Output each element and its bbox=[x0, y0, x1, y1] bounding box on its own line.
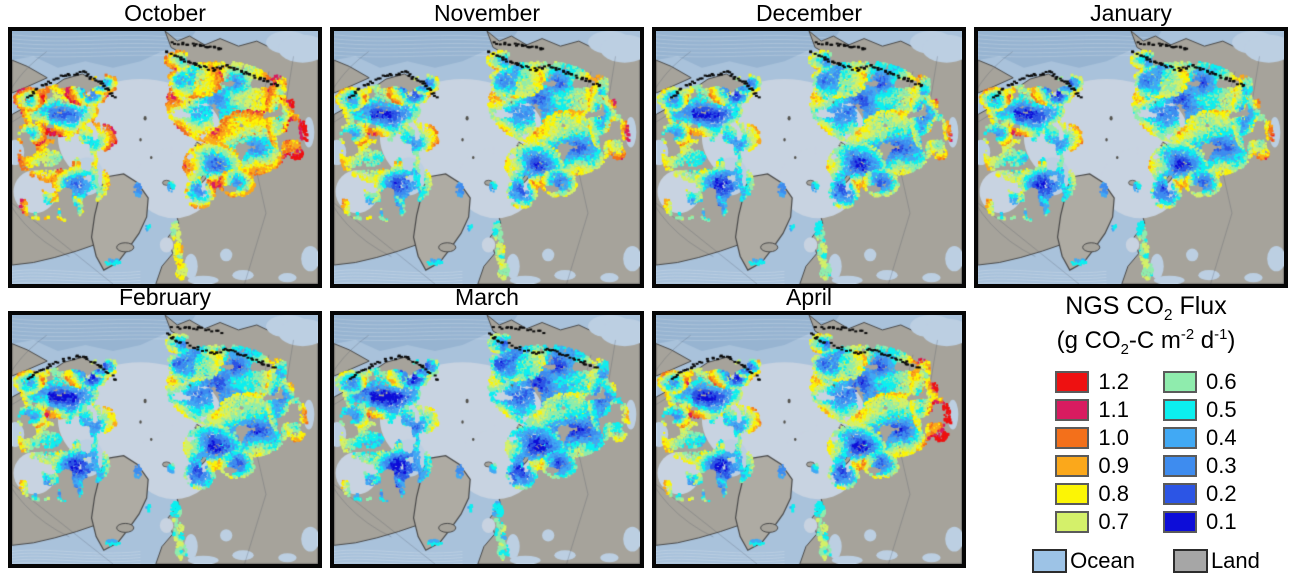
panel-title-october: October bbox=[124, 0, 206, 26]
legend-entry-0p7: 0.7 bbox=[1055, 508, 1129, 534]
panel-title-january: January bbox=[1090, 0, 1172, 26]
map-canvas-february bbox=[12, 315, 318, 564]
value-label: 0.4 bbox=[1206, 424, 1237, 450]
value-label: 1.0 bbox=[1098, 424, 1129, 450]
color-swatch-1p1 bbox=[1055, 398, 1090, 421]
panel-title-december: December bbox=[755, 0, 863, 26]
map-panel-march bbox=[330, 311, 644, 568]
legend-entry-0p6: 0.6 bbox=[1163, 368, 1237, 394]
value-label: 0.7 bbox=[1098, 508, 1129, 534]
map-panel-november bbox=[330, 27, 644, 288]
legend-entry-0p4: 0.4 bbox=[1163, 424, 1237, 450]
legend-title: NGS CO2 Flux bbox=[1065, 292, 1227, 324]
value-label: 0.6 bbox=[1206, 368, 1237, 394]
map-panel-april bbox=[652, 311, 966, 568]
legend-entry-1p2: 1.2 bbox=[1055, 368, 1129, 394]
map-panel-january bbox=[974, 27, 1288, 288]
color-swatch-1p2 bbox=[1055, 370, 1090, 393]
color-swatch-0p7 bbox=[1055, 510, 1090, 533]
ocean-swatch bbox=[1032, 548, 1068, 573]
value-label: 1.2 bbox=[1098, 368, 1129, 394]
panel-title-february: February bbox=[118, 284, 212, 310]
color-swatch-0p9 bbox=[1055, 454, 1090, 477]
color-swatch-0p2 bbox=[1163, 482, 1197, 505]
legend-scale: 1.2 1.1 1.0 0.9 0.8 0.7 0.6 0.5 0.4 0.3 … bbox=[983, 368, 1309, 534]
map-panel-october bbox=[8, 27, 322, 288]
map-panel-december bbox=[652, 27, 966, 288]
map-panel-february bbox=[8, 311, 322, 568]
legend-entry-land: Land bbox=[1172, 547, 1260, 574]
ocean-label: Ocean bbox=[1070, 547, 1135, 573]
value-label: 0.3 bbox=[1206, 452, 1237, 478]
map-canvas-december bbox=[656, 31, 962, 284]
legend-entry-0p1: 0.1 bbox=[1163, 508, 1237, 534]
legend-entry-1p1: 1.1 bbox=[1055, 396, 1129, 422]
value-label: 0.5 bbox=[1206, 396, 1237, 422]
color-swatch-0p8 bbox=[1055, 482, 1090, 505]
legend-entry-0p3: 0.3 bbox=[1163, 452, 1237, 478]
color-swatch-0p1 bbox=[1163, 510, 1197, 533]
legend: NGS CO2 Flux (g CO2-C m-2 d-1) 1.2 1.1 1… bbox=[983, 292, 1309, 574]
value-label: 0.2 bbox=[1206, 480, 1237, 506]
value-label: 0.8 bbox=[1098, 480, 1129, 506]
color-swatch-0p4 bbox=[1163, 426, 1197, 449]
legend-entry-0p8: 0.8 bbox=[1055, 480, 1129, 506]
legend-units: (g CO2-C m-2 d-1) bbox=[1056, 327, 1236, 358]
panel-title-april: April bbox=[785, 284, 832, 310]
color-swatch-0p3 bbox=[1163, 454, 1197, 477]
map-canvas-april bbox=[656, 315, 962, 564]
map-canvas-october bbox=[12, 31, 318, 284]
panel-title-march: March bbox=[455, 284, 519, 310]
color-swatch-1p0 bbox=[1055, 426, 1090, 449]
map-canvas-march bbox=[334, 315, 640, 564]
legend-entry-0p9: 0.9 bbox=[1055, 452, 1129, 478]
panel-title-november: November bbox=[433, 0, 541, 26]
land-swatch bbox=[1172, 548, 1208, 573]
legend-column-low: 0.6 0.5 0.4 0.3 0.2 0.1 bbox=[1163, 368, 1237, 534]
legend-entry-ocean: Ocean bbox=[1032, 548, 1135, 574]
map-canvas-november bbox=[334, 31, 640, 284]
legend-entry-0p5: 0.5 bbox=[1163, 396, 1237, 422]
color-swatch-0p5 bbox=[1163, 398, 1197, 421]
value-label: 0.9 bbox=[1098, 452, 1129, 478]
value-label: 0.1 bbox=[1206, 508, 1237, 534]
legend-entry-1p0: 1.0 bbox=[1055, 424, 1129, 450]
color-swatch-0p6 bbox=[1163, 370, 1197, 393]
value-label: 1.1 bbox=[1098, 396, 1129, 422]
land-label: Land bbox=[1210, 547, 1260, 573]
legend-column-high: 1.2 1.1 1.0 0.9 0.8 0.7 bbox=[1055, 368, 1129, 534]
legend-surface-row: Ocean Land bbox=[983, 548, 1309, 574]
legend-entry-0p2: 0.2 bbox=[1163, 480, 1237, 506]
map-canvas-january bbox=[978, 31, 1284, 284]
